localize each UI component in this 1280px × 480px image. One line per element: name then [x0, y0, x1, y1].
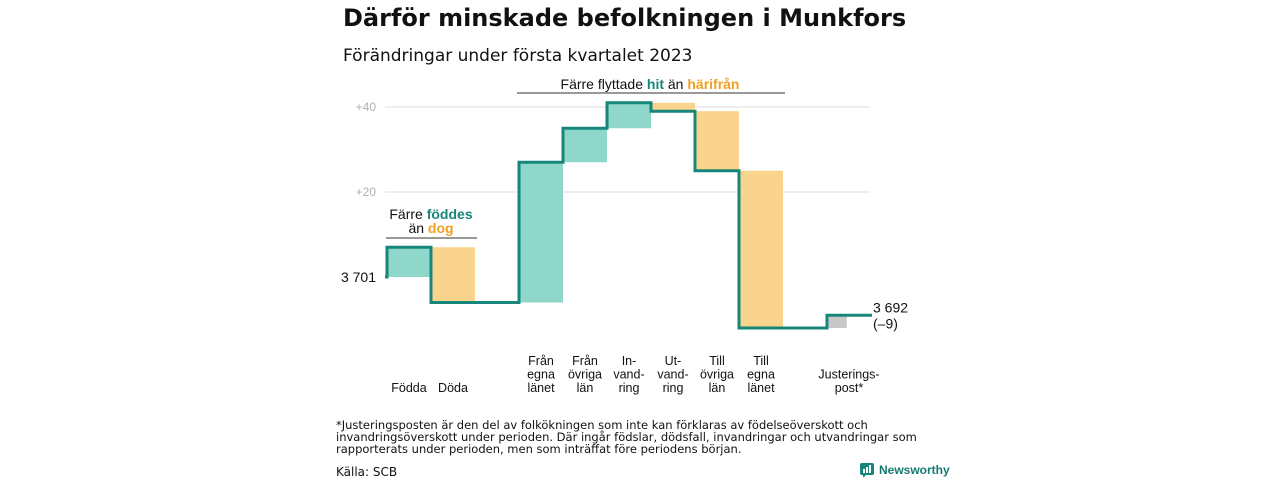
category-label: ring [619, 381, 640, 395]
waterfall-bar [431, 247, 475, 303]
end-change-label: (–9) [873, 315, 898, 331]
start-value-label: 3 701 [341, 269, 376, 285]
category-label: övriga [568, 368, 602, 382]
brand-name: Newsworthy [879, 463, 950, 477]
step-line [385, 101, 872, 330]
births-deaths-annotation-line1: Färre föddes [389, 206, 472, 222]
step-line-layer [385, 101, 872, 330]
category-label: Ut- [665, 354, 682, 368]
label-layer: Födda DödaFrånegnalänetFrånövrigalänIn-va… [341, 269, 908, 395]
waterfall-bar [519, 162, 563, 303]
deaths-highlight: dog [428, 220, 454, 236]
category-label: övriga [700, 368, 734, 382]
category-label: länet [747, 381, 775, 395]
category-label: län [709, 381, 726, 395]
category-label: län [577, 381, 594, 395]
waterfall-bar [651, 102, 695, 112]
category-label: vand- [613, 368, 644, 382]
category-label: post* [835, 381, 864, 395]
migration-annotation: Färre flyttade hit än härifrån [561, 76, 740, 92]
waterfall-bar [827, 315, 847, 328]
category-label: egna [747, 368, 775, 382]
births-deaths-annotation-line2: än dog [408, 220, 453, 236]
category-label: Till [753, 354, 769, 368]
category-label: egna [527, 368, 555, 382]
waterfall-bar [739, 170, 783, 328]
hit-highlight: hit [647, 76, 664, 92]
waterfall-chart: +20+40 Födda DödaFrånegnalänetFrånövrigal… [341, 76, 908, 395]
category-label: vand- [657, 368, 688, 382]
category-label: ring [663, 381, 684, 395]
brand-logo[interactable]: Newsworthy [860, 463, 950, 477]
y-tick-label: +40 [356, 100, 377, 114]
annotation-layer: Färre föddes än dog Färre flyttade hit ä… [386, 76, 785, 239]
y-tick-label: +20 [356, 185, 377, 199]
category-label: Födda [391, 381, 426, 395]
bar-layer [387, 102, 847, 328]
harifran-highlight: härifrån [687, 76, 739, 92]
chart-subtitle: Förändringar under första kvartalet 2023 [343, 46, 693, 66]
category-label: länet [527, 381, 555, 395]
source-credit: Källa: SCB [336, 465, 398, 479]
births-highlight: föddes [427, 206, 473, 222]
chart-title: Därför minskade befolkningen i Munkfors [343, 4, 907, 32]
end-value-label: 3 692 [873, 299, 908, 315]
category-label: Från [528, 354, 554, 368]
category-label: In- [622, 354, 637, 368]
waterfall-bar [387, 247, 431, 277]
category-label: Döda [438, 381, 468, 395]
waterfall-bar [563, 128, 607, 163]
category-label: Till [709, 354, 725, 368]
category-label: Justerings- [818, 368, 879, 382]
waterfall-bar [607, 102, 651, 129]
newsworthy-logo-icon [860, 463, 874, 477]
footnote: *Justeringsposten är den del av folkökni… [336, 418, 917, 456]
waterfall-bar [695, 111, 739, 171]
category-label: Från [572, 354, 598, 368]
